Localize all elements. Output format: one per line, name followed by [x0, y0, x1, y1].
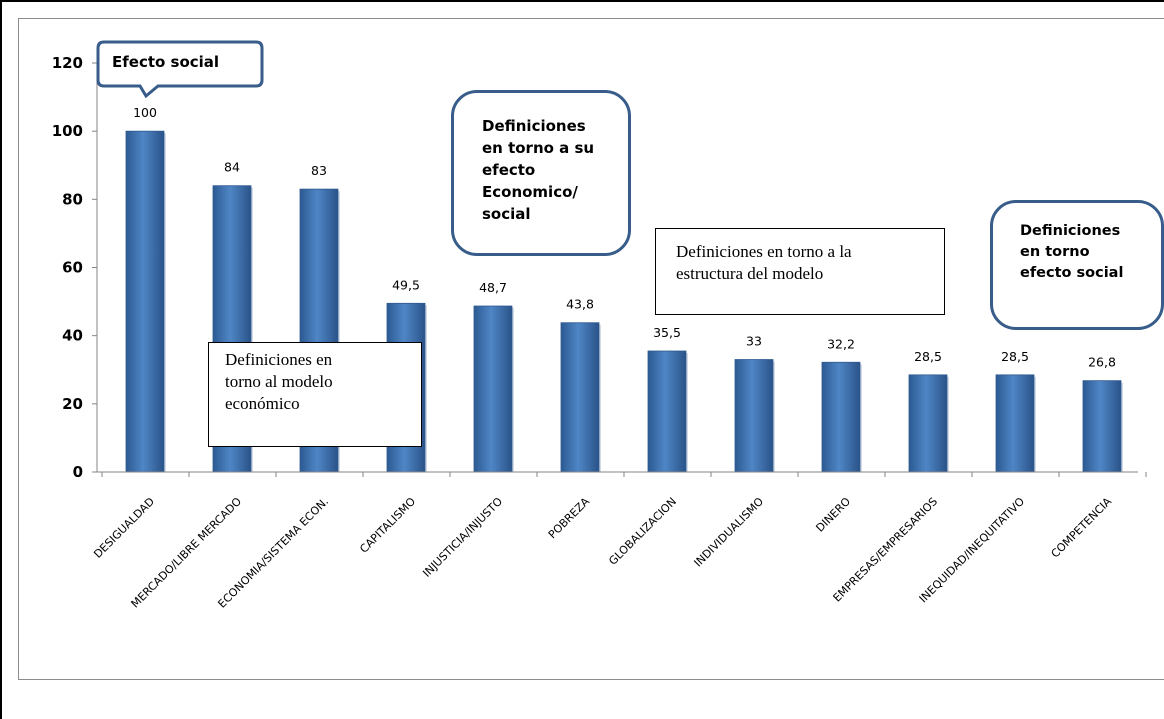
callout-line: Definiciones	[482, 117, 586, 135]
data-label: 48,7	[479, 280, 507, 295]
efecto-social-callout: Efecto social	[112, 53, 220, 71]
data-label: 84	[224, 160, 240, 175]
y-tick-label: 120	[52, 54, 83, 72]
y-tick-label: 0	[73, 463, 83, 481]
bar	[647, 350, 687, 473]
callout-line: torno al modelo	[225, 372, 333, 391]
x-tick-label: INJUSTICIA/INJUSTO	[420, 495, 505, 580]
data-label: 83	[311, 163, 327, 178]
efecto-economico-social-callout: Definiciones en torno a su efecto Econom…	[451, 90, 631, 256]
callout-line: en torno	[1020, 244, 1090, 260]
torno-efecto-social-callout: Definiciones en torno efecto social	[990, 200, 1164, 330]
bar	[908, 374, 948, 473]
bar	[821, 361, 861, 473]
bar	[995, 374, 1035, 473]
bar	[1082, 380, 1122, 473]
data-label: 49,5	[392, 277, 420, 292]
x-tick-label: DESIGUALDAD	[91, 495, 157, 561]
x-tick-label: CAPITALISMO	[357, 495, 418, 556]
x-tick-label: GLOBALIZACION	[606, 495, 679, 568]
y-tick-label: 60	[62, 259, 83, 277]
y-tick-label: 100	[52, 122, 83, 140]
callout-line: efecto social	[1020, 265, 1124, 281]
data-label: 26,8	[1088, 355, 1116, 370]
callout-line: social	[482, 205, 531, 223]
data-label: 32,2	[827, 336, 855, 351]
x-tick-label: INEQUIDAD/INEQUITATIVO	[917, 495, 1028, 606]
y-tick-label: 80	[62, 190, 83, 208]
bar	[473, 305, 513, 473]
y-tick-label: 40	[62, 327, 83, 345]
bar	[734, 359, 774, 473]
data-label: 35,5	[653, 325, 681, 340]
data-label: 43,8	[566, 297, 594, 312]
callout-line: Definiciones	[1020, 223, 1121, 239]
callout-line: económico	[225, 394, 300, 413]
data-label: 28,5	[914, 349, 942, 364]
callout-line: Definiciones en torno a la	[676, 242, 852, 261]
bar	[560, 322, 600, 473]
estructura-modelo-callout: Definiciones en torno a la estructura de…	[655, 228, 945, 315]
data-label: 28,5	[1001, 349, 1029, 364]
data-label: 100	[133, 105, 157, 120]
callout-line: en torno a su	[482, 139, 595, 157]
x-tick-label: DINERO	[813, 495, 853, 535]
callout-line: Definiciones en	[225, 350, 333, 369]
x-tick-label: INDIVIDUALISMO	[692, 495, 767, 570]
modelo-economico-callout: Definiciones en torno al modelo económic…	[208, 342, 422, 447]
y-axis: 0 20 40 60 80 100 120	[52, 54, 98, 481]
callout-line: estructura del modelo	[676, 264, 824, 283]
callout-line: efecto	[482, 161, 536, 179]
x-tick-label: COMPETENCIA	[1049, 495, 1115, 561]
y-tick-label: 20	[62, 395, 83, 413]
callout-line: Economico/	[482, 183, 578, 201]
x-tick-label: POBREZA	[546, 495, 593, 542]
bar	[125, 130, 165, 473]
data-label: 33	[746, 334, 762, 349]
